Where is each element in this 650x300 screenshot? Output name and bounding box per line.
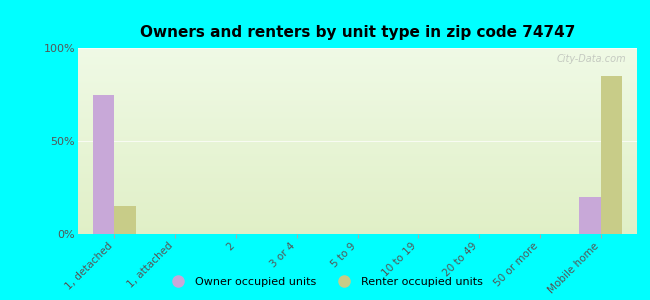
Bar — [114, 206, 136, 234]
Bar — [601, 76, 622, 234]
Bar — [93, 94, 114, 234]
Title: Owners and renters by unit type in zip code 74747: Owners and renters by unit type in zip c… — [140, 25, 575, 40]
Legend: Owner occupied units, Renter occupied units: Owner occupied units, Renter occupied un… — [163, 273, 487, 291]
Bar — [579, 197, 601, 234]
Text: City-Data.com: City-Data.com — [556, 54, 626, 64]
